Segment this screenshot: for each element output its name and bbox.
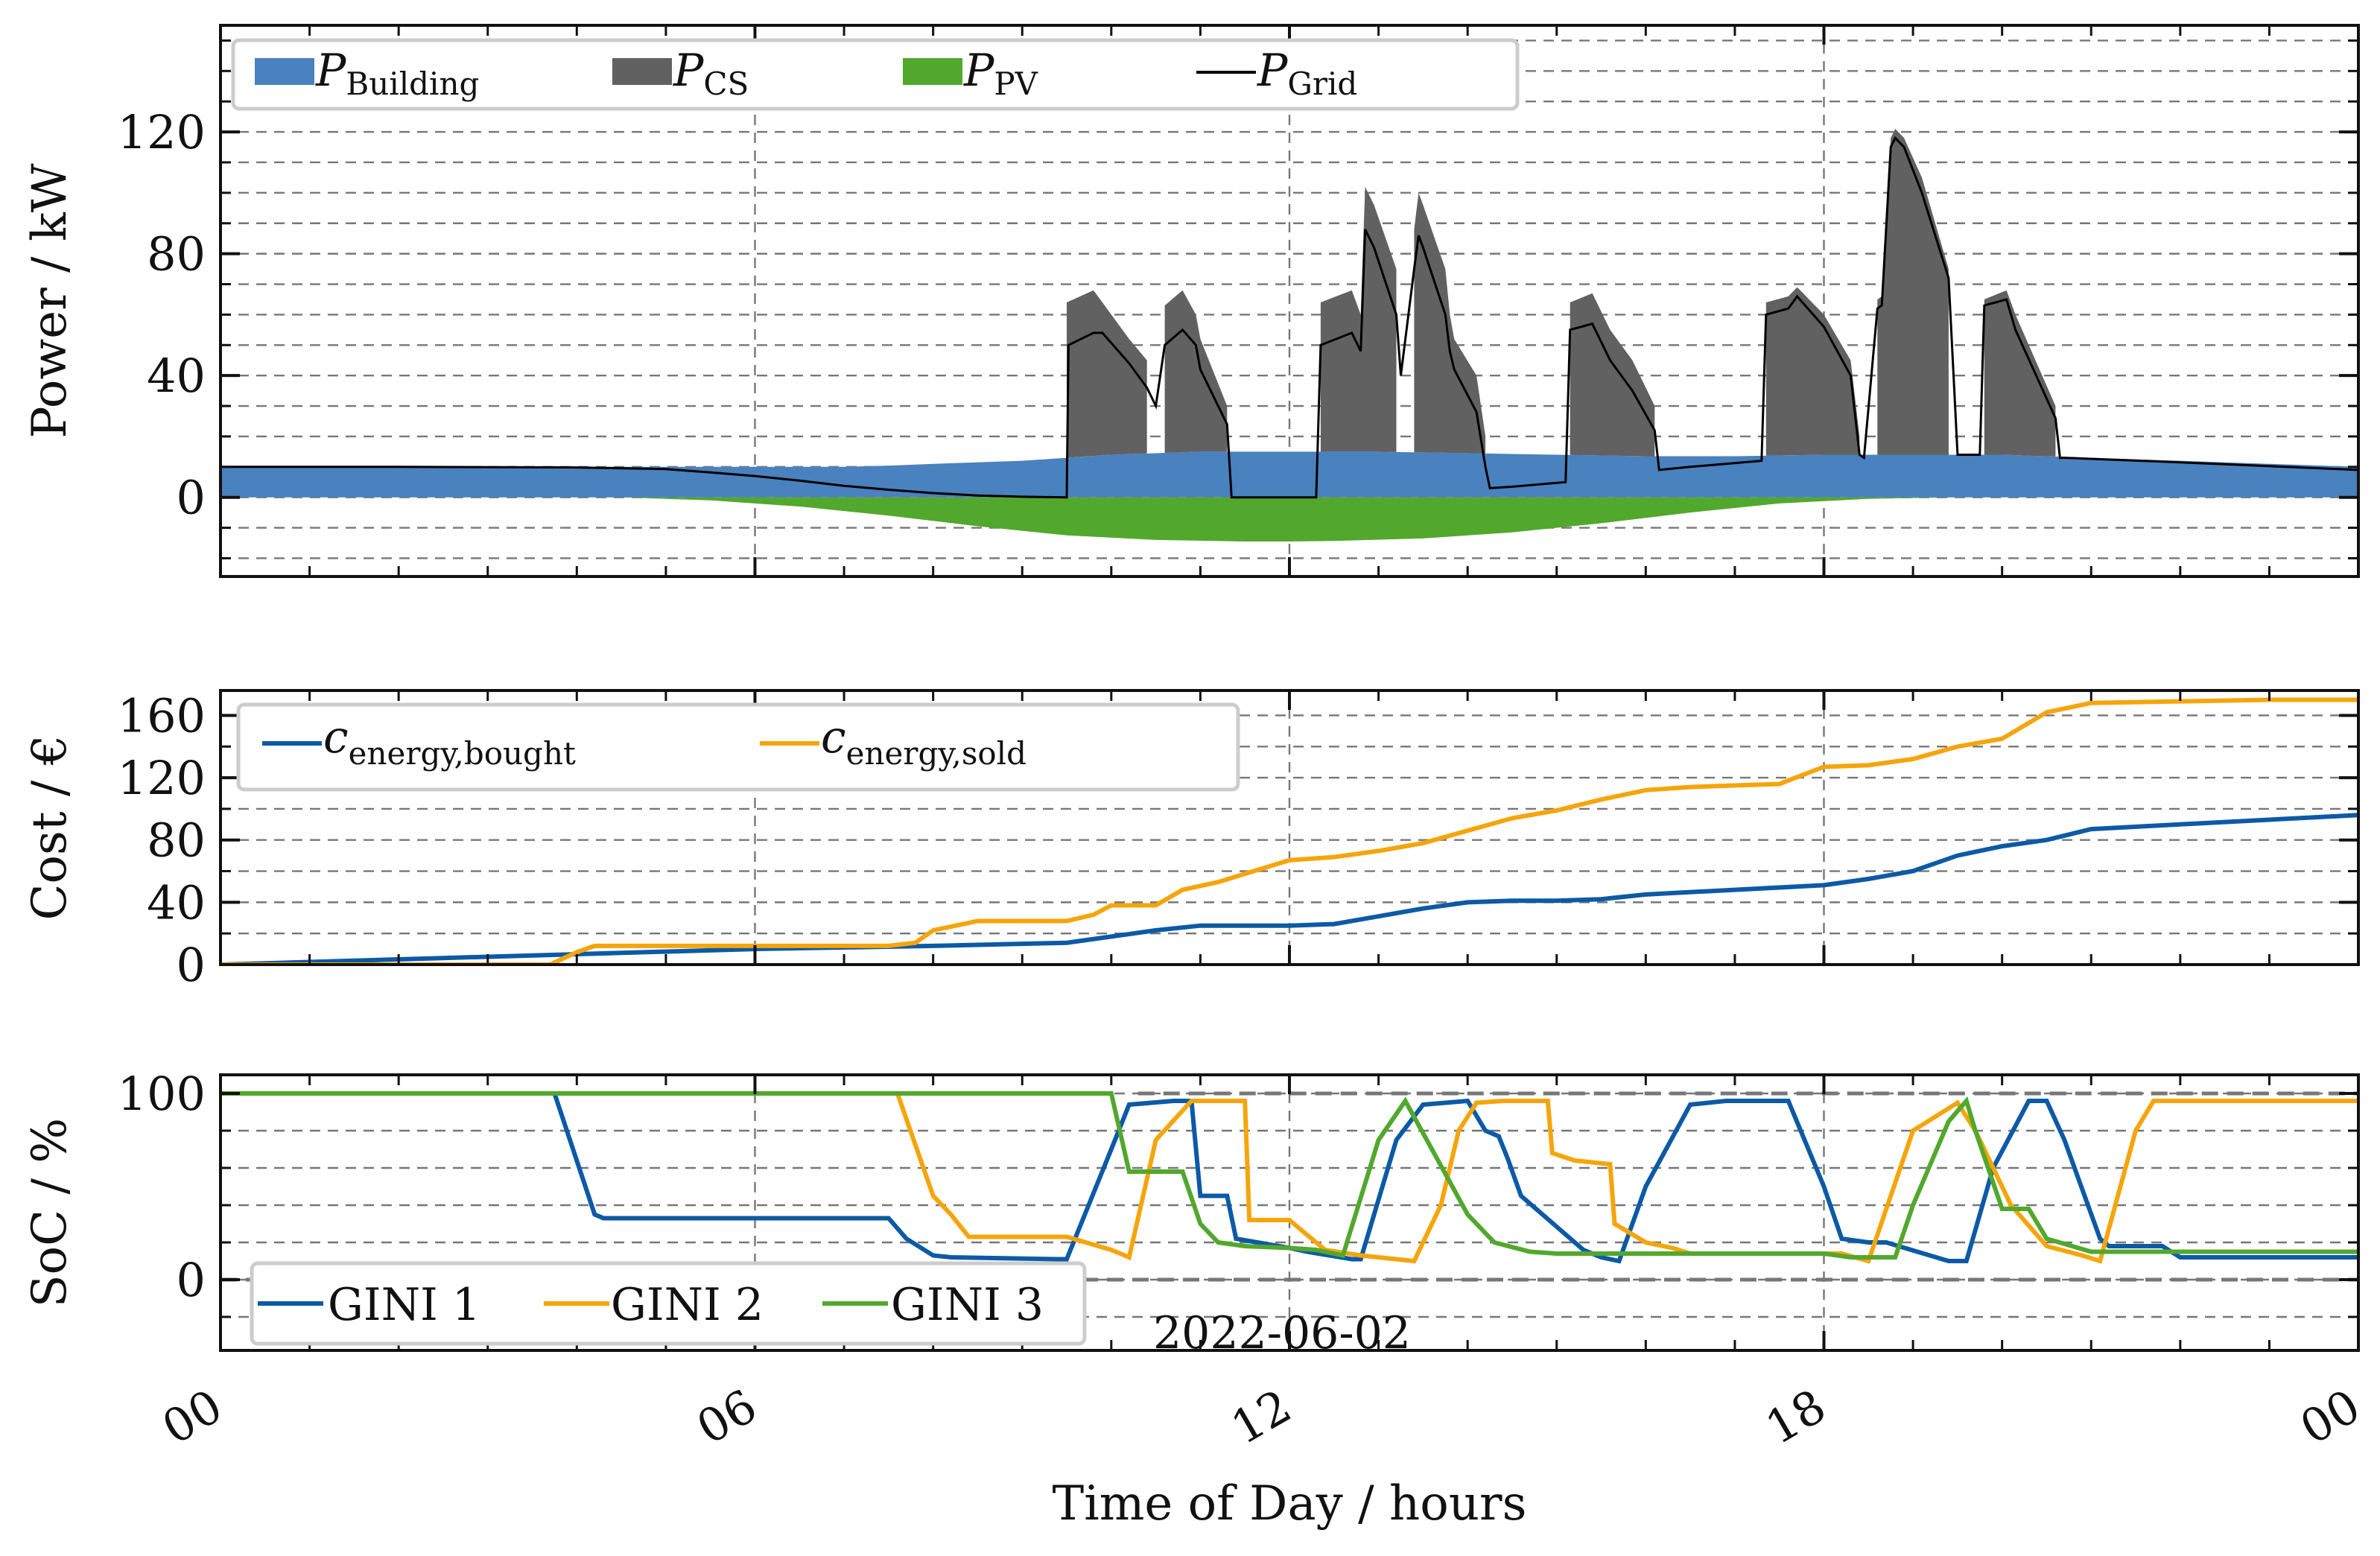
building-area [220, 451, 2358, 498]
soc-gini3-line [220, 1091, 2358, 1260]
y-tick-label: 0 [177, 938, 206, 992]
x-tick-label: 18 [1757, 1379, 1835, 1455]
legend-sold: cenergy,sold [821, 711, 1026, 772]
power-legend: PBuilding PCS PPV PGrid [231, 38, 1520, 111]
y-tick-label: 80 [147, 227, 206, 282]
legend-grid: PGrid [1257, 45, 1357, 102]
power-ticks: 0 40 80 120 [118, 25, 2360, 577]
legend-gini3: GINI 3 [891, 1279, 1044, 1331]
power-grid [220, 25, 2358, 577]
y-tick-label: 160 [118, 688, 206, 743]
legend-cs: PCS [673, 45, 749, 102]
soc-gini1-line [220, 1091, 2358, 1264]
y-tick-label: 120 [118, 751, 206, 805]
cost-ticks: 0 40 80 120 160 [118, 688, 2360, 992]
soc-legend: GINI 1 GINI 2 GINI 3 [250, 1261, 1087, 1346]
cost-legend: cenergy,bought cenergy,sold [236, 702, 1240, 792]
legend-building: PBuilding [315, 45, 479, 102]
date-annotation: 2022-06-02 [1153, 1307, 1411, 1359]
soc-panel: 0 100 SoC / % GINI 1 GINI 2 GINI 3 2022-0… [22, 1067, 2360, 1359]
pv-area [220, 497, 2358, 542]
cost-ylabel: Cost / € [22, 734, 77, 920]
x-tick-label: 12 [1222, 1379, 1301, 1455]
legend-swatch-cs [612, 58, 672, 85]
grid-line [220, 136, 2358, 499]
y-tick-label: 0 [177, 471, 206, 525]
y-tick-label: 0 [177, 1253, 206, 1307]
x-tick-labels: 00 06 12 18 00 [153, 1379, 2370, 1455]
cs-area [1067, 129, 2056, 458]
legend-swatch-building [255, 58, 314, 85]
cost-panel: 0 40 80 120 160 Cost / € cenergy,bought cene… [22, 688, 2360, 992]
legend-gini2: GINI 2 [611, 1279, 764, 1331]
soc-ylabel: SoC / % [22, 1118, 77, 1307]
soc-ticks: 0 100 [118, 1067, 2360, 1350]
y-tick-label: 40 [147, 349, 206, 403]
x-tick-label: 00 [153, 1379, 232, 1455]
y-tick-label: 80 [147, 813, 206, 868]
x-axis-label: Time of Day / hours [1053, 1476, 1527, 1531]
legend-gini1: GINI 1 [328, 1279, 480, 1331]
legend-swatch-pv [903, 58, 962, 85]
power-panel: 0 40 80 120 Power / kW PBuilding PCS PPV PG… [22, 24, 2360, 578]
x-tick-label: 00 [2291, 1379, 2370, 1455]
x-tick-label: 06 [688, 1379, 766, 1455]
legend-pv: PPV [963, 45, 1038, 102]
soc-grid [220, 1075, 2358, 1350]
y-tick-label: 120 [118, 105, 206, 159]
y-tick-label: 40 [147, 875, 206, 930]
soc-gini2-line [220, 1091, 2358, 1264]
power-ylabel: Power / kW [22, 163, 77, 438]
y-tick-label: 100 [118, 1067, 206, 1121]
legend-bought: cenergy,bought [323, 711, 576, 772]
cost-bought-line [220, 813, 2358, 965]
cost-sold-line [220, 697, 2358, 965]
